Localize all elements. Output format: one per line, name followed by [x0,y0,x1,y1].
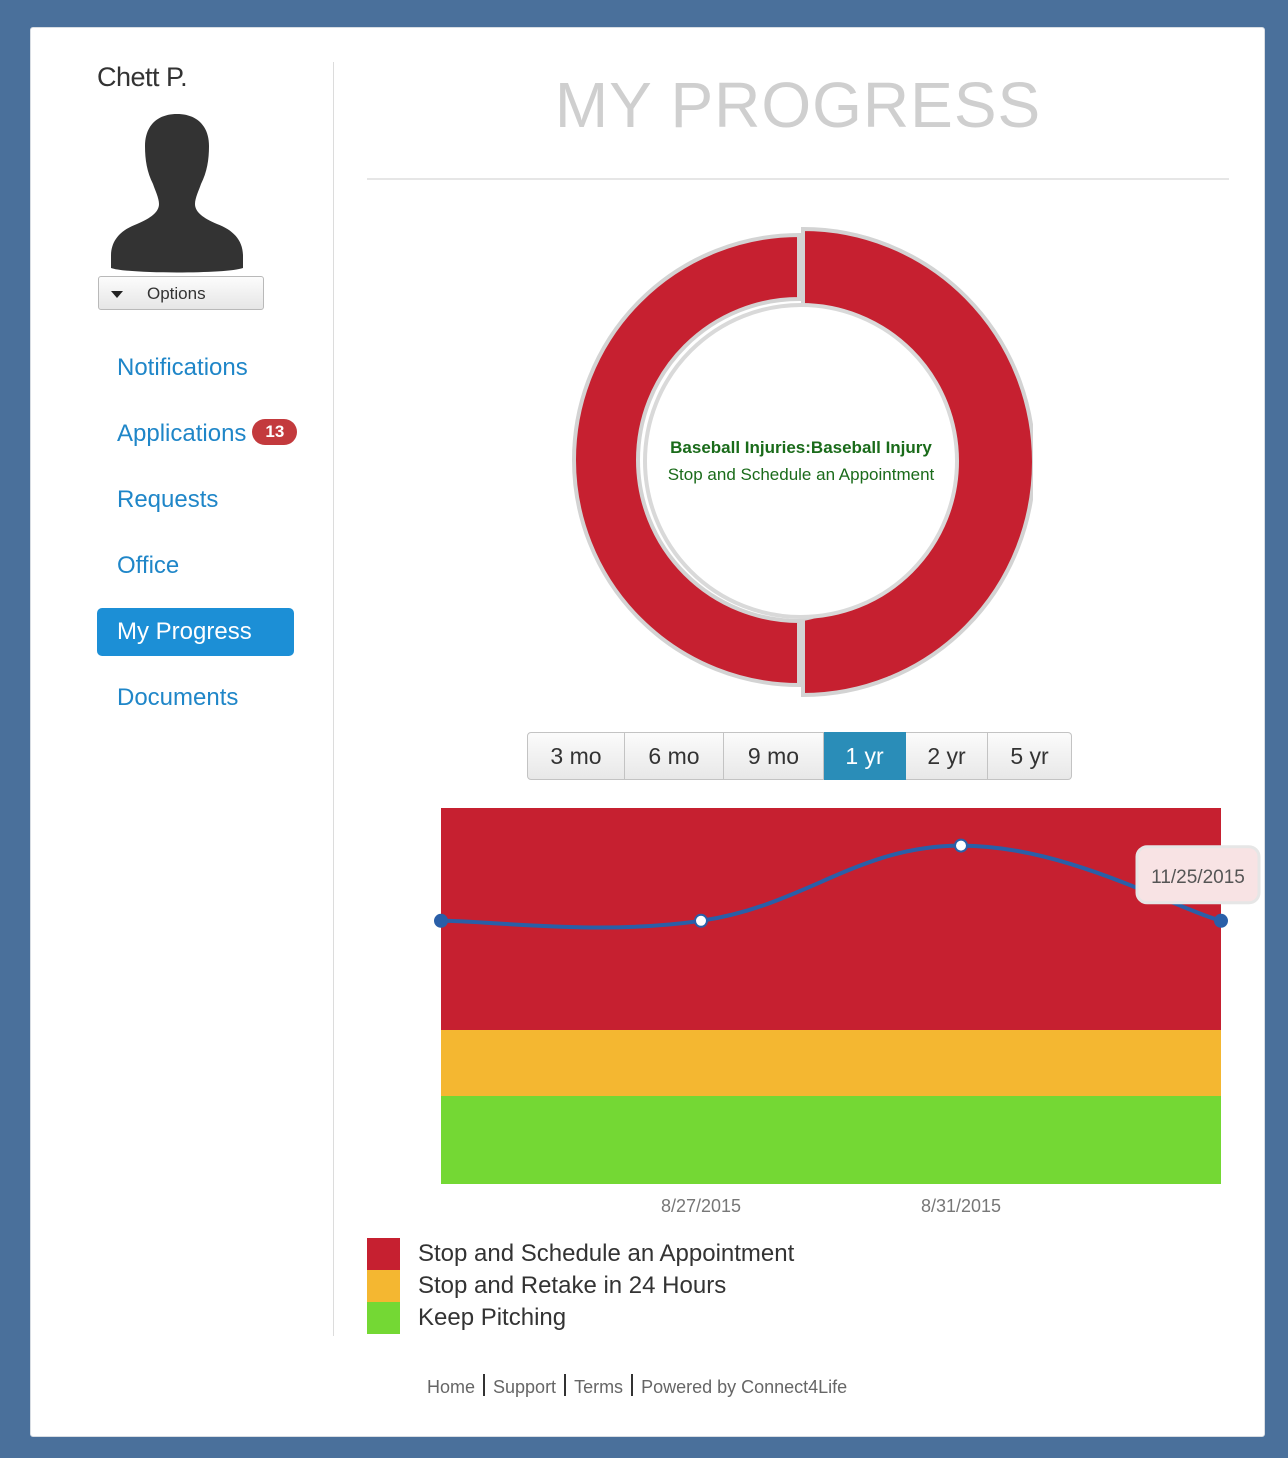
data-point [954,838,968,853]
legend-item: Stop and Schedule an Appointment [367,1238,794,1270]
sidebar-nav: Notifications Applications 13 Requests Of… [97,344,317,740]
legend-swatch [367,1302,400,1334]
footer-home-link[interactable]: Home [427,1377,476,1397]
status-donut-chart [572,226,1033,698]
footer-separator [564,1374,567,1396]
legend-label: Keep Pitching [418,1304,567,1331]
legend-label: Stop and Schedule an Appointment [418,1240,795,1267]
footer-powered-by: Powered by Connect4Life [641,1377,848,1397]
range-5yr-button[interactable]: 5 yr [988,732,1072,780]
legend-swatch [367,1238,400,1270]
legend-swatch [367,1270,400,1302]
data-point [694,913,708,928]
options-button[interactable]: Options [98,276,264,310]
progress-line-chart: 8/27/2015 8/31/2015 11/25/2015 [434,808,1261,1216]
range-9mo-button[interactable]: 9 mo [724,732,824,780]
chart-band [441,1030,1221,1096]
nav-item-requests[interactable]: Requests [97,476,294,524]
sidebar: Chett P. Options Notifications Applicati… [31,28,333,1436]
chart-tooltip [1135,845,1261,905]
page-title: MY PROGRESS [554,69,1042,141]
chart-band [441,1096,1221,1184]
range-2yr-button[interactable]: 2 yr [906,732,988,780]
user-name: Chett P. [97,62,188,92]
nav-item-label: Applications [117,420,247,447]
data-point [434,913,448,928]
range-6mo-button[interactable]: 6 mo [625,732,724,780]
range-selector: 3 mo 6 mo 9 mo 1 yr 2 yr 5 yr [527,732,1072,780]
series-line [440,843,1222,930]
donut-title: Baseball Injuries:Baseball Injury [670,438,932,457]
data-point [1214,913,1228,928]
caret-down-icon [111,291,123,298]
footer-terms-link[interactable]: Terms [574,1377,624,1397]
footer-separator [631,1374,634,1396]
legend-item: Keep Pitching [367,1302,794,1334]
donut-status: Stop and Schedule an Appointment [667,465,935,484]
title-divider [367,178,1229,180]
range-1yr-button[interactable]: 1 yr [824,732,906,780]
footer-support-link[interactable]: Support [493,1377,557,1397]
nav-item-label: Notifications [117,354,248,381]
options-label: Options [147,284,206,303]
nav-item-applications[interactable]: Applications 13 [97,410,357,458]
footer: Home Support Terms Powered by Connect4Life [427,1374,847,1398]
x-tick-label: 8/27/2015 [661,1196,741,1216]
chart-band [441,808,1221,1030]
nav-item-label: My Progress [117,618,252,645]
main-card: Chett P. Options Notifications Applicati… [30,27,1265,1437]
nav-item-my-progress[interactable]: My Progress [97,608,294,656]
chart-tooltip-label: 11/25/2015 [1151,867,1245,888]
avatar [111,114,243,273]
donut-left-segment [572,232,801,688]
nav-item-label: Requests [117,486,219,513]
applications-count-badge: 13 [252,419,298,445]
x-tick-label: 8/31/2015 [921,1196,1001,1216]
nav-item-office[interactable]: Office [97,542,294,590]
nav-item-notifications[interactable]: Notifications [97,344,294,392]
range-3mo-button[interactable]: 3 mo [527,732,625,780]
legend-item: Stop and Retake in 24 Hours [367,1270,794,1302]
nav-item-label: Office [117,552,180,579]
chart-legend: Stop and Schedule an Appointment Stop an… [367,1238,794,1334]
sidebar-divider [333,62,334,1336]
nav-item-label: Documents [117,684,239,711]
legend-label: Stop and Retake in 24 Hours [418,1272,727,1299]
footer-separator [483,1374,486,1396]
donut-center-label: Baseball Injuries:Baseball Injury Stop a… [569,438,1033,485]
nav-item-documents[interactable]: Documents [97,674,294,722]
